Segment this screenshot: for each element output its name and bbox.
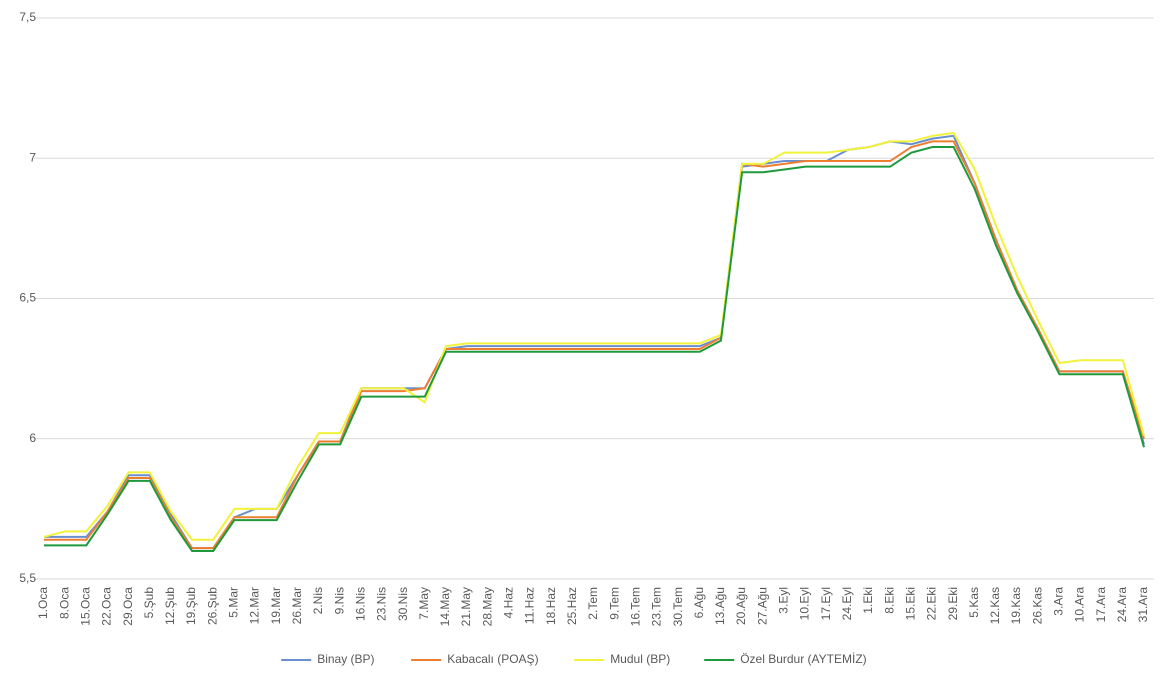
x-tick-label: 19.Şub — [184, 587, 198, 625]
x-tick-label: 16.Tem — [628, 587, 642, 626]
y-tick-label: 6,5 — [19, 291, 36, 305]
x-tick-label: 11.Haz — [523, 587, 537, 624]
legend-item: Binay (BP) — [281, 652, 375, 666]
x-tick-label: 26.Kas — [1030, 587, 1044, 624]
x-tick-label: 21.May — [459, 587, 473, 626]
x-tick-label: 3.Ara — [1052, 587, 1066, 616]
line-series — [44, 140, 1145, 550]
y-tick-label: 5,5 — [19, 571, 36, 585]
y-tick-label: 6 — [29, 431, 36, 445]
x-tick-label: 16.Nis — [353, 587, 367, 621]
legend-label: Kabacalı (POAŞ) — [447, 652, 538, 666]
x-tick-label: 15.Eki — [903, 587, 917, 620]
x-tick-label: 8.Eki — [882, 587, 896, 614]
x-tick-label: 8.Oca — [57, 587, 71, 619]
line-series — [43, 131, 1145, 541]
x-tick-label: 28.May — [480, 587, 494, 626]
line-series — [44, 146, 1145, 552]
x-tick-label: 24.Ara — [1115, 587, 1129, 623]
x-tick-label: 2.Nis — [311, 587, 325, 614]
x-tick-label: 12.Kas — [988, 587, 1002, 624]
x-tick-label: 29.Eki — [946, 587, 960, 620]
x-tick-label: 1.Eki — [861, 587, 875, 614]
x-tick-label: 10.Eyl — [798, 587, 812, 620]
x-tick-label: 31.Ara — [1136, 587, 1150, 623]
x-tick-label: 6.Ağu — [692, 587, 706, 618]
x-tick-label: 30.Tem — [671, 587, 685, 626]
x-tick-label: 26.Mar — [290, 587, 304, 624]
x-tick-label: 30.Nis — [396, 587, 410, 621]
x-tick-label: 25.Haz — [565, 587, 579, 625]
x-tick-label: 14.May — [438, 587, 452, 626]
x-tick-label: 5.Şub — [142, 587, 156, 619]
x-tick-label: 5.Mar — [227, 587, 241, 618]
x-tick-label: 9.Tem — [607, 587, 621, 620]
legend-label: Mudul (BP) — [610, 652, 670, 666]
x-tick-label: 17.Ara — [1094, 587, 1108, 623]
y-tick-label: 7,5 — [19, 10, 36, 24]
x-tick-label: 23.Nis — [375, 587, 389, 621]
x-tick-label: 12.Mar — [248, 587, 262, 624]
x-tick-label: 12.Şub — [163, 587, 177, 625]
legend-item: Mudul (BP) — [574, 652, 670, 666]
x-tick-label: 10.Ara — [1073, 587, 1087, 623]
x-tick-label: 27.Ağu — [755, 587, 769, 625]
x-tick-label: 13.Ağu — [713, 587, 727, 625]
x-tick-label: 22.Oca — [100, 587, 114, 626]
x-tick-label: 19.Kas — [1009, 587, 1023, 624]
x-tick-label: 26.Şub — [205, 587, 219, 625]
x-tick-label: 9.Nis — [332, 587, 346, 614]
x-tick-label: 4.Haz — [502, 587, 516, 618]
x-tick-label: 29.Oca — [121, 587, 135, 626]
x-tick-label: 15.Oca — [78, 587, 92, 626]
x-tick-label: 2.Tem — [586, 587, 600, 620]
x-tick-label: 5.Kas — [967, 587, 981, 618]
legend-item: Özel Burdur (AYTEMİZ) — [704, 652, 867, 666]
legend-label: Binay (BP) — [317, 652, 374, 666]
x-tick-label: 18.Haz — [544, 587, 558, 625]
x-tick-label: 1.Oca — [36, 587, 50, 619]
legend-item: Kabacalı (POAŞ) — [411, 652, 539, 666]
x-tick-label: 24.Eyl — [840, 587, 854, 620]
legend-label: Özel Burdur (AYTEMİZ) — [740, 652, 866, 666]
x-tick-label: 22.Eki — [925, 587, 939, 620]
x-tick-label: 3.Eyl — [777, 587, 791, 614]
x-tick-label: 20.Ağu — [734, 587, 748, 625]
x-tick-label: 23.Tem — [650, 587, 664, 626]
x-tick-label: 19.Mar — [269, 587, 283, 624]
x-tick-label: 7.May — [417, 587, 431, 620]
x-tick-label: 17.Eyl — [819, 587, 833, 620]
y-tick-label: 7 — [29, 150, 36, 164]
